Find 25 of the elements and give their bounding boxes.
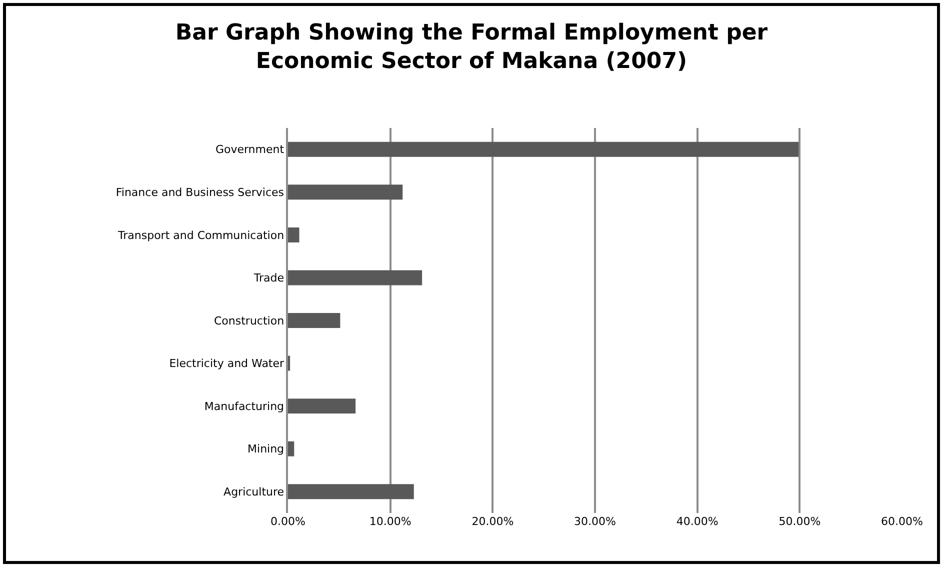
y-tick-label: Transport and Communication bbox=[117, 228, 284, 242]
y-tick-label: Mining bbox=[248, 442, 284, 456]
bar bbox=[288, 484, 414, 500]
x-tick-label: 20.00% bbox=[472, 515, 514, 528]
bar bbox=[288, 184, 403, 200]
y-tick-label: Government bbox=[215, 143, 285, 156]
y-tick-label: Agriculture bbox=[224, 485, 284, 498]
x-tick-label: 40.00% bbox=[676, 515, 718, 528]
bar bbox=[288, 227, 300, 242]
bar bbox=[288, 142, 799, 157]
bar bbox=[288, 441, 294, 456]
chart-title: Bar Graph Showing the Formal Employment per Economic Sector of Makana (2007) bbox=[175, 20, 768, 74]
x-tick-label: 30.00% bbox=[574, 515, 616, 528]
x-tick-label: 60.00% bbox=[881, 515, 923, 528]
y-tick-label: Electricity and Water bbox=[169, 357, 285, 370]
y-tick-label: Trade bbox=[252, 272, 284, 285]
y-tick-label: Construction bbox=[214, 314, 284, 328]
bar bbox=[288, 313, 340, 328]
y-tick-label: Manufacturing bbox=[204, 400, 284, 413]
bar bbox=[288, 398, 356, 414]
y-tick-label: Finance and Business Services bbox=[116, 186, 284, 200]
x-tick-label: 10.00% bbox=[369, 515, 412, 528]
x-tick-label: 0.00% bbox=[270, 515, 306, 528]
bar bbox=[288, 270, 422, 286]
x-tick-label: 50.00% bbox=[778, 515, 821, 528]
